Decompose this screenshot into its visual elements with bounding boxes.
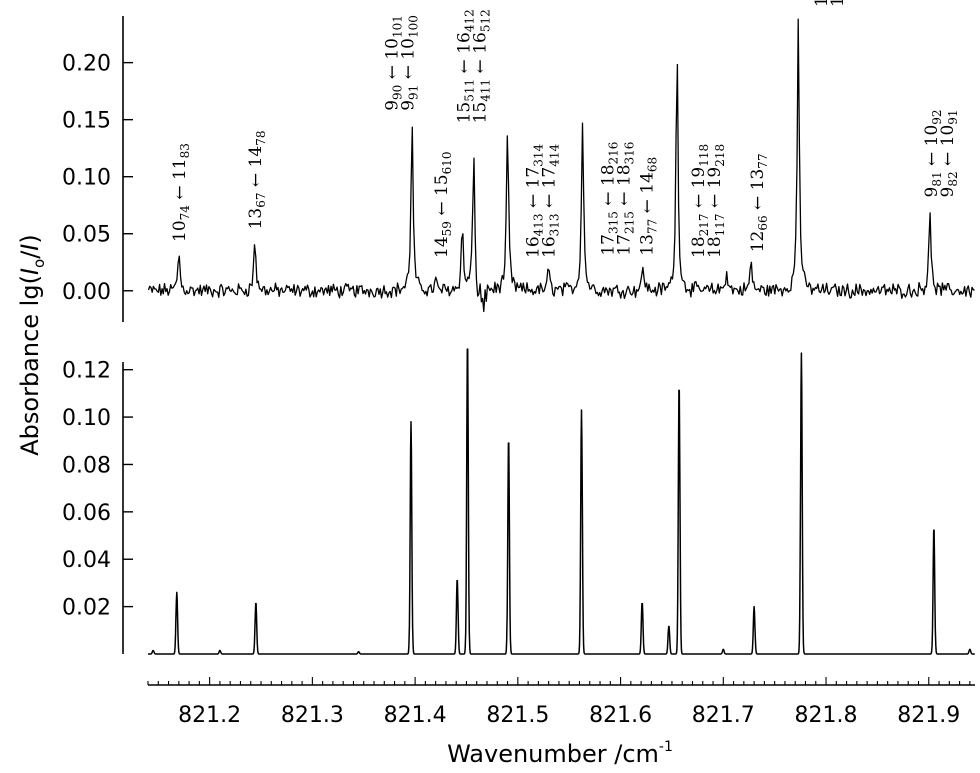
transition-label: 991 ← 10100: [399, 15, 421, 111]
x-axis: 821.2 821.3 821.4 821.5 821.6 821.7 821.8 821.9: [147, 677, 975, 728]
transition-label: 19119 ← 20020: [828, 0, 850, 7]
top-y-tick-label: 0.05: [62, 223, 111, 248]
top-y-tick-label: 0.10: [62, 166, 111, 191]
top-y-tick-label: 0.15: [62, 109, 111, 134]
transition-label: 1459 ← 15610: [432, 151, 454, 258]
transition-label: 18117 ← 19218: [705, 144, 727, 258]
transition-label: 1367 ← 1478: [246, 131, 268, 230]
x-tick-label: 821.6: [589, 703, 652, 728]
bottom-y-tick-label: 0.12: [62, 359, 111, 384]
transition-label: 1266 ← 1377: [748, 153, 770, 252]
transition-label: 15411 ← 16512: [471, 9, 493, 123]
y-axis-title: Absorbance lg(Io/I): [16, 234, 48, 456]
bottom-y-tick-label: 0.02: [62, 596, 111, 621]
top-y-tick-label: 0.20: [62, 52, 111, 77]
bottom-y-tick-label: 0.10: [62, 406, 111, 431]
bottom-y-tick-label: 0.06: [62, 501, 111, 526]
x-tick-label: 821.8: [795, 703, 858, 728]
bottom-y-tick-label: 0.04: [62, 548, 111, 573]
top-y-tick-label: 0.00: [62, 280, 111, 305]
x-tick-label: 821.5: [486, 703, 549, 728]
top-spectrum-panel: 0.00 0.05 0.10 0.15 0.20: [62, 16, 975, 322]
transition-label: 1377 ← 1468: [637, 157, 659, 256]
transition-label: 19019 ← 20120: [812, 0, 834, 7]
x-axis-title: Wavenumber /cm-1: [447, 739, 673, 768]
bottom-y-tick-label: 0.08: [62, 453, 111, 478]
x-tick-label: 821.9: [897, 703, 960, 728]
transition-label: 15511 ← 16412: [455, 9, 477, 123]
top-spectrum-trace: [147, 18, 975, 313]
bottom-spectrum-panel: 0.02 0.04 0.06 0.08 0.10 0.12: [62, 348, 976, 655]
x-tick-label: 821.4: [384, 703, 447, 728]
transition-label: 16413 ← 17314: [523, 143, 545, 258]
x-tick-label: 821.3: [281, 703, 344, 728]
x-tick-label: 821.7: [692, 703, 755, 728]
transition-label: 982 ← 1091: [938, 109, 960, 197]
x-tick-label: 821.2: [178, 703, 241, 728]
transition-label: 17215 ← 18316: [614, 142, 636, 256]
bottom-spectrum-trace: [147, 348, 976, 655]
transition-label: 981 ← 1092: [922, 109, 944, 197]
transition-label: 1074 ← 1183: [170, 143, 192, 242]
transition-label: 17315 ← 18216: [598, 142, 620, 256]
transition-label: 16313 ← 17414: [539, 143, 561, 258]
transition-label: 990 ← 10101: [383, 15, 405, 111]
transition-label: 18217 ← 19118: [689, 144, 711, 258]
